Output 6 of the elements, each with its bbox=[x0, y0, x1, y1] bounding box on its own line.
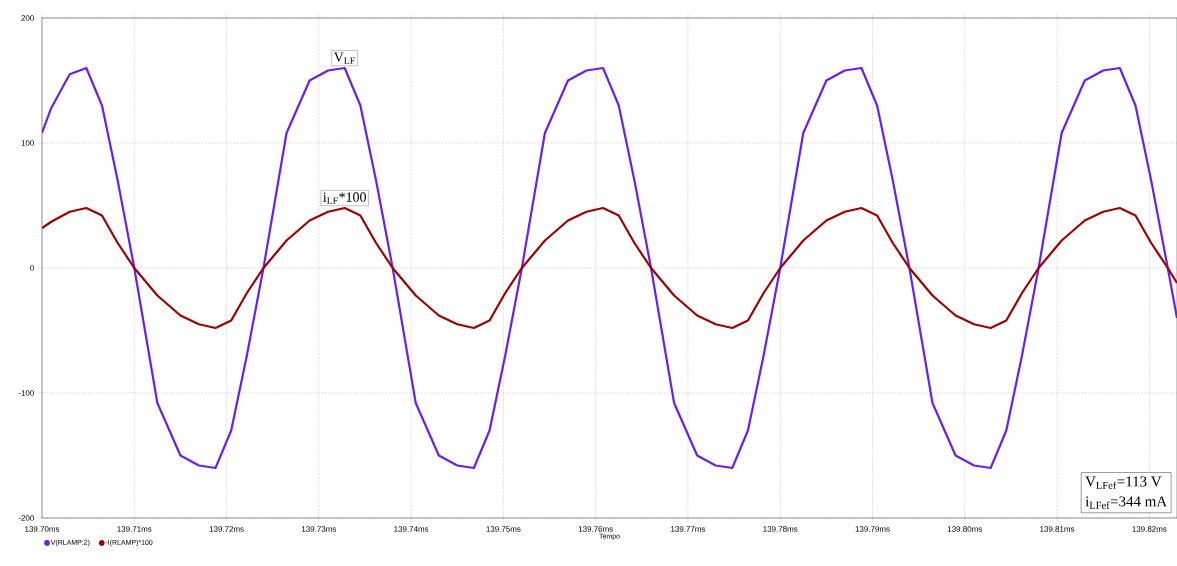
line-series bbox=[42, 206, 1177, 330]
annotation: V$_{LF}$ bbox=[333, 52, 355, 64]
line-series bbox=[42, 66, 1177, 470]
annotation: i$_{LF}$*100 bbox=[323, 192, 366, 204]
annotation: i$_{LFef}$=344 mA bbox=[1085, 496, 1168, 509]
annotation: V$_{LFef}$=113 V bbox=[1085, 476, 1162, 489]
